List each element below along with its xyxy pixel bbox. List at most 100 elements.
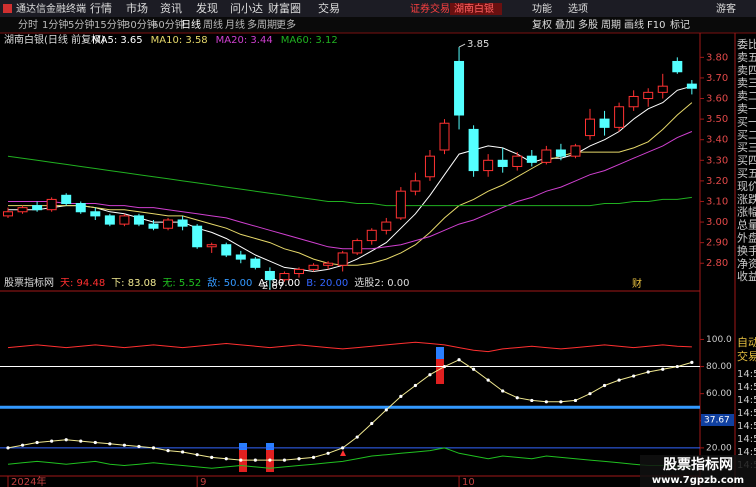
legend-entry: 天: 94.48 xyxy=(60,278,105,289)
period-tab[interactable]: 分时 xyxy=(18,19,38,31)
quote-label: 卖五 xyxy=(737,51,756,64)
user[interactable]: 游客 xyxy=(716,2,736,15)
candle-body xyxy=(526,155,537,163)
series-marker xyxy=(341,446,345,450)
series-marker xyxy=(195,453,199,457)
series-marker xyxy=(661,367,665,371)
period-tab[interactable]: 周线 xyxy=(203,18,223,31)
quote-label: 净资 xyxy=(737,256,756,270)
candle-body xyxy=(628,95,639,108)
watermark-box xyxy=(640,455,756,487)
quote-label: 卖三 xyxy=(737,77,756,90)
trade-label[interactable]: 自动 xyxy=(737,336,756,349)
series-marker xyxy=(530,398,534,403)
series-marker xyxy=(108,442,112,446)
tool-button[interactable]: F10 xyxy=(647,20,665,31)
series-marker xyxy=(399,394,403,398)
x-tick-label: 10 xyxy=(462,477,475,487)
time-label: 14:50 xyxy=(737,434,756,445)
quote-label: 收益 xyxy=(737,269,756,283)
candle-body xyxy=(32,205,43,211)
period-tab[interactable]: 月线 xyxy=(225,18,245,31)
period-tab[interactable]: 日线 xyxy=(181,18,201,31)
y-tick-label: 60.00 xyxy=(706,389,732,399)
period-tab[interactable]: 15分钟 xyxy=(94,18,127,31)
candle-body xyxy=(599,118,610,128)
period-tab[interactable]: 5分钟 xyxy=(68,18,94,31)
series-marker xyxy=(268,458,272,462)
stock-tag: 湖南白银 xyxy=(454,2,494,15)
y-tick-label: 3.40 xyxy=(706,135,728,146)
signal-arrow xyxy=(340,450,346,456)
legend-entry: MA20: 3.44 xyxy=(216,35,273,46)
tool-button[interactable]: 画线 xyxy=(624,18,644,31)
menu-item[interactable]: 选项 xyxy=(568,2,588,15)
series-line xyxy=(7,447,692,469)
series-marker xyxy=(20,443,25,447)
series-marker xyxy=(573,398,578,403)
menu-item[interactable]: 行情 xyxy=(90,2,112,15)
y-tick-label: 3.60 xyxy=(706,94,728,105)
menu-item[interactable]: 市场 xyxy=(126,1,148,15)
candle-body xyxy=(570,145,581,157)
trade-label[interactable]: 交易 xyxy=(737,349,756,363)
candle-body xyxy=(541,149,552,163)
period-tab[interactable]: 更多 xyxy=(276,18,296,31)
signal xyxy=(436,359,444,384)
quote-label: 买五 xyxy=(737,167,756,180)
y-tick-label: 3.10 xyxy=(706,196,728,207)
x-tick-label: 9 xyxy=(200,477,206,487)
legend-entry: B: 20.00 xyxy=(306,278,348,289)
series-marker xyxy=(559,400,563,404)
menu-item[interactable]: 问小达 xyxy=(230,2,263,15)
y-tick-label: 3.00 xyxy=(706,217,728,228)
candle-body xyxy=(75,203,86,213)
tool-button[interactable]: 多股 xyxy=(578,18,598,31)
tool-button[interactable]: 复权 xyxy=(532,18,552,31)
candle-body xyxy=(643,91,654,100)
time-label: 14:50 xyxy=(737,408,756,419)
legend-entry: 无: 5.52 xyxy=(162,278,201,289)
quote-label: 买一 xyxy=(737,115,756,128)
period-tab[interactable]: 60分钟 xyxy=(152,18,185,31)
time-label: 14:50 xyxy=(737,369,756,380)
period-tab[interactable]: 多周期 xyxy=(247,18,277,31)
candle-body xyxy=(337,252,348,266)
y-tick-label: 3.80 xyxy=(706,52,728,63)
time-label: 14:50 xyxy=(737,382,756,393)
legend-entry: 下: 83.08 xyxy=(111,278,156,289)
cursor-label: 37.67 xyxy=(704,416,730,426)
tool-button[interactable]: 周期 xyxy=(601,19,621,31)
menu-item[interactable]: 财富圈 xyxy=(268,1,301,15)
period-tab[interactable]: 1分钟 xyxy=(42,18,68,31)
stock-tag-bg xyxy=(450,3,502,15)
menu-item[interactable]: 功能 xyxy=(532,2,552,15)
menu-item[interactable]: 交易 xyxy=(318,1,340,15)
period-tab[interactable]: 30分钟 xyxy=(124,18,157,31)
series-marker xyxy=(224,457,228,461)
menu-item[interactable]: 资讯 xyxy=(160,2,182,15)
legend-entry: MA5: 3.65 xyxy=(92,35,143,46)
series-marker xyxy=(50,439,54,443)
candle-body xyxy=(686,83,697,89)
tool-button[interactable]: 叠加 xyxy=(555,19,575,31)
series-marker xyxy=(35,440,39,445)
candle-body xyxy=(614,106,625,128)
candle-body xyxy=(352,240,363,254)
candle-body xyxy=(206,244,217,248)
candle-body xyxy=(395,190,406,219)
watermark-title: 股票指标网 xyxy=(663,456,733,473)
menu-item[interactable]: 发现 xyxy=(196,1,218,15)
time-label: 14:50 xyxy=(737,421,756,432)
series-marker xyxy=(544,400,548,404)
quote-label: 委比 xyxy=(737,38,756,51)
series-marker xyxy=(253,458,257,462)
candle-body xyxy=(672,60,683,73)
series-marker xyxy=(151,446,156,450)
tool-button[interactable]: 标记 xyxy=(670,19,690,31)
y-tick-label: 3.50 xyxy=(706,114,728,125)
quote-label: 买二 xyxy=(737,128,756,141)
quote-label: 总量 xyxy=(737,218,756,232)
